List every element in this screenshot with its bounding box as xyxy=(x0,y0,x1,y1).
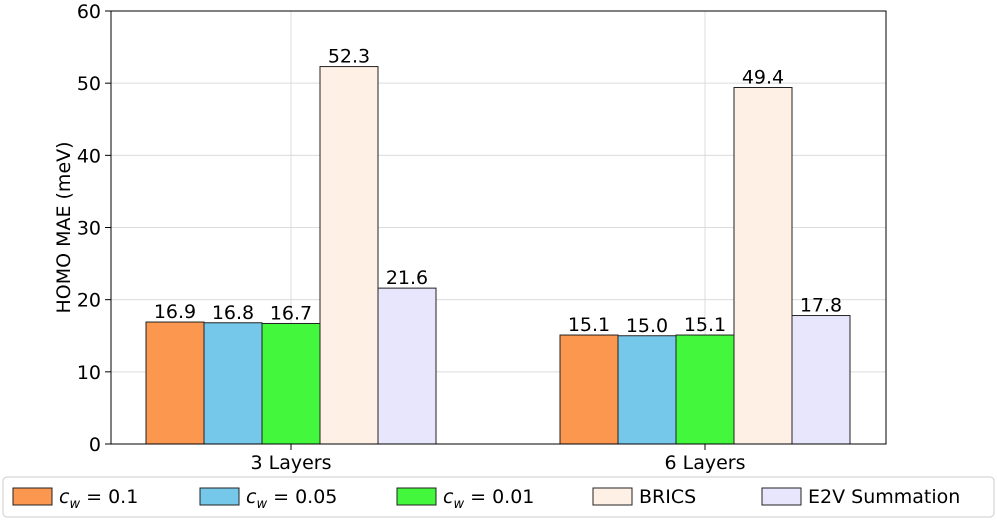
bar xyxy=(791,315,851,445)
legend-label: cw = 0.05 xyxy=(246,486,337,512)
bar-value-label: 17.8 xyxy=(800,295,842,317)
bar xyxy=(377,287,437,445)
bar xyxy=(261,322,321,445)
bar xyxy=(145,321,205,445)
bar xyxy=(733,86,793,445)
bar-value-label: 16.7 xyxy=(270,302,312,324)
y-tick-label: 10 xyxy=(77,362,101,384)
bar xyxy=(319,66,379,445)
bar-value-label: 21.6 xyxy=(386,267,428,289)
y-tick-label: 30 xyxy=(77,218,101,240)
bar xyxy=(675,334,735,445)
legend-box xyxy=(2,476,995,518)
legend-swatch xyxy=(761,487,802,506)
y-tick-label: 60 xyxy=(77,1,101,23)
bar-value-label: 15.1 xyxy=(684,314,726,336)
bar xyxy=(203,322,263,445)
legend-label: BRICS xyxy=(639,486,696,508)
y-tick-label: 50 xyxy=(77,73,101,95)
y-axis-title: HOMO MAE (meV) xyxy=(53,141,75,313)
bar xyxy=(617,335,677,445)
legend-swatch xyxy=(396,487,437,506)
bar-value-label: 15.1 xyxy=(568,314,610,336)
legend: cw = 0.1 cw = 0.05 cw = 0.01 BRICS E2V Summa… xyxy=(2,476,995,518)
y-tick-label: 0 xyxy=(89,434,101,456)
y-tick-label: 40 xyxy=(77,145,101,167)
legend-swatch xyxy=(592,487,633,506)
x-tick-label: 3 Layers xyxy=(250,452,331,474)
legend-swatch xyxy=(12,487,53,506)
legend-label: cw = 0.1 xyxy=(59,486,138,512)
bars: 16.9 16.8 16.7 52.3 21.6 15.1 15.0 15.1 49.4 17.8 xyxy=(145,46,851,445)
bar-value-label: 16.8 xyxy=(212,302,254,324)
legend-label: cw = 0.01 xyxy=(443,486,534,512)
axes: 0 10 20 30 40 50 60 3 Layers 6 Layers xyxy=(77,1,746,474)
bar-value-label: 49.4 xyxy=(742,66,784,88)
bar-value-label: 15.0 xyxy=(626,315,668,337)
y-tick-label: 20 xyxy=(77,290,101,312)
x-tick-label: 6 Layers xyxy=(664,452,745,474)
bar-value-label: 52.3 xyxy=(328,46,370,68)
legend-label: E2V Summation xyxy=(808,486,960,508)
bar xyxy=(559,334,619,445)
bar-value-label: 16.9 xyxy=(154,301,196,323)
legend-swatch xyxy=(199,487,240,506)
